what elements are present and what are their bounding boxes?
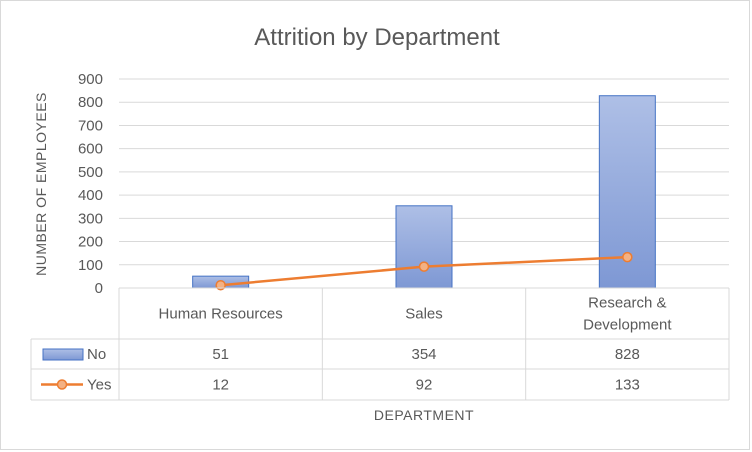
- y-tick-label: 900: [78, 71, 103, 88]
- x-axis-title: DEPARTMENT: [374, 407, 474, 423]
- data-table-value: 51: [212, 346, 229, 363]
- legend-label: No: [87, 346, 106, 363]
- legend-key-yes-marker: [56, 379, 68, 390]
- y-tick-label: 800: [78, 94, 103, 111]
- y-tick-label: 300: [78, 210, 103, 227]
- point-yes: [418, 261, 430, 272]
- y-tick-label: 0: [95, 280, 103, 297]
- y-tick-label: 200: [78, 234, 103, 251]
- data-table-value: 12: [212, 377, 229, 394]
- y-tick-label: 600: [78, 141, 103, 158]
- y-tick-label: 400: [78, 187, 103, 204]
- data-table-value: 354: [411, 346, 436, 363]
- point-yes: [622, 251, 633, 263]
- bar-no: [395, 205, 453, 289]
- data-table-value: 92: [416, 377, 433, 394]
- y-tick-label: 500: [78, 164, 103, 181]
- category-label: Development: [583, 317, 672, 334]
- category-label: Human Resources: [159, 306, 283, 323]
- data-table-value: 133: [615, 377, 640, 394]
- category-label: Research &: [588, 295, 666, 312]
- y-axis-title: NUMBER OF EMPLOYEES: [33, 92, 49, 276]
- data-table-value: 828: [615, 346, 640, 363]
- gridlines: [119, 78, 729, 289]
- line-series-yes: [215, 251, 633, 291]
- category-label: Sales: [405, 306, 443, 323]
- y-axis-ticks: 0 100 200 300 400 500 600 700 800 900: [78, 71, 103, 297]
- y-tick-label: 700: [78, 117, 103, 134]
- legend-key-no: [42, 348, 84, 361]
- legend-label: Yes: [87, 377, 111, 394]
- y-tick-label: 100: [78, 257, 103, 274]
- data-table: Human Resources Sales Research & Developmen…: [30, 287, 730, 401]
- point-yes: [215, 279, 226, 291]
- chart-title: Attrition by Department: [254, 24, 500, 51]
